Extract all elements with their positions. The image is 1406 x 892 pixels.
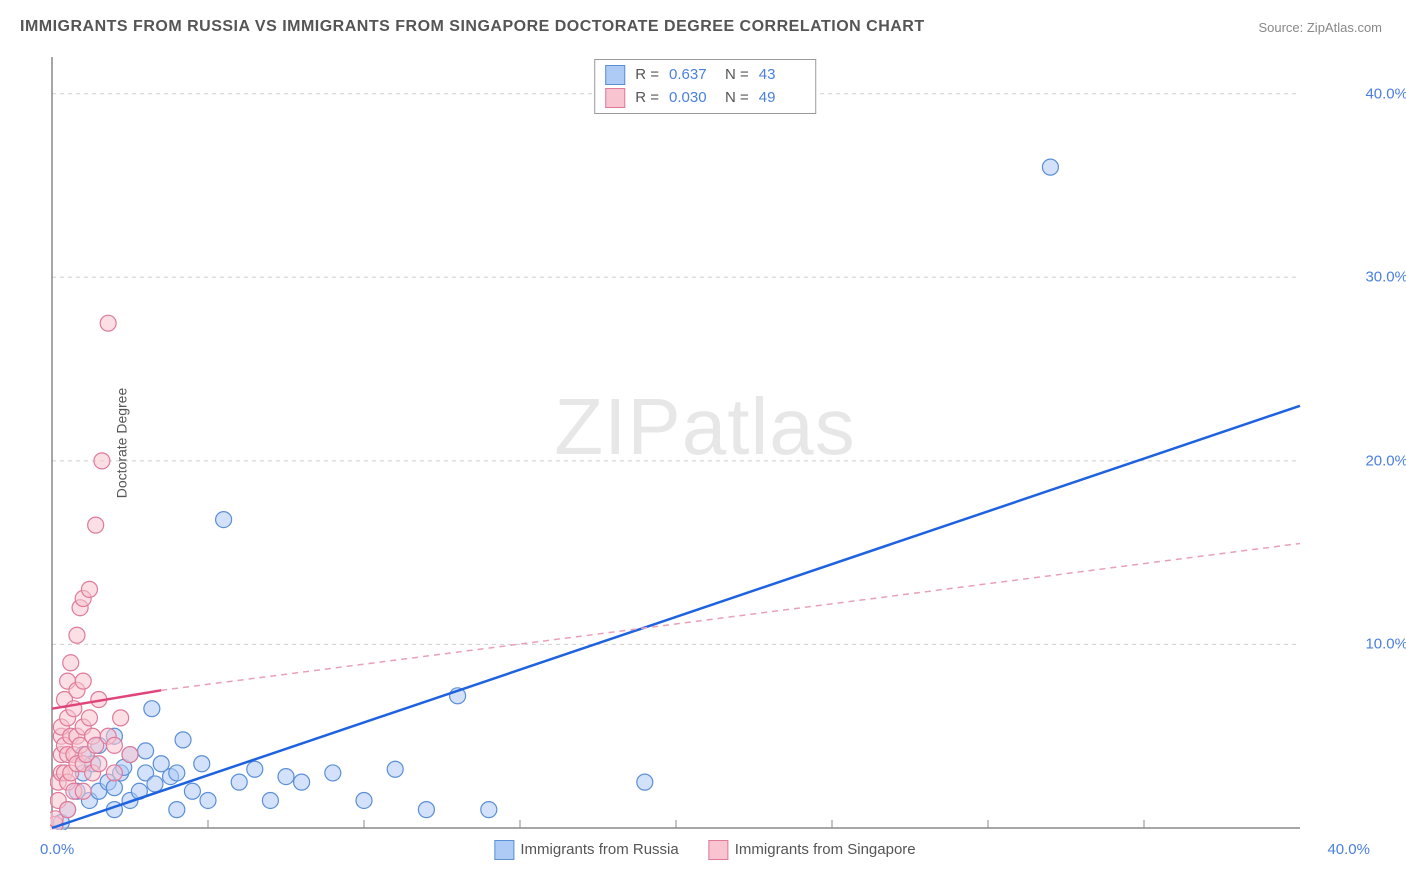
stats-legend-row: R = 0.030 N = 49	[605, 87, 805, 110]
legend-label: Immigrants from Russia	[520, 841, 678, 858]
legend-label: Immigrants from Singapore	[735, 841, 916, 858]
y-tick-label: 20.0%	[1365, 452, 1406, 469]
source-attribution: Source: ZipAtlas.com	[1258, 20, 1382, 35]
n-label: N =	[725, 64, 749, 87]
y-axis-title: Doctorate Degree	[113, 387, 129, 498]
legend-swatch	[494, 840, 514, 860]
y-tick-label: 30.0%	[1365, 269, 1406, 286]
r-label: R =	[635, 87, 659, 110]
chart-area: Doctorate Degree ZIPatlas 10.0%20.0%30.0…	[50, 55, 1360, 830]
chart-title: IMMIGRANTS FROM RUSSIA VS IMMIGRANTS FRO…	[20, 18, 925, 36]
legend-swatch	[605, 65, 625, 85]
legend-item: Immigrants from Russia	[494, 840, 678, 860]
n-label: N =	[725, 87, 749, 110]
r-value: 0.637	[669, 64, 715, 87]
r-value: 0.030	[669, 87, 715, 110]
legend-item: Immigrants from Singapore	[709, 840, 916, 860]
y-tick-label: 40.0%	[1365, 85, 1406, 102]
r-label: R =	[635, 64, 659, 87]
scatter-plot	[50, 55, 1360, 830]
legend-swatch	[605, 88, 625, 108]
legend-swatch	[709, 840, 729, 860]
n-value: 49	[759, 87, 805, 110]
stats-legend: R = 0.637 N = 43 R = 0.030 N = 49	[594, 59, 816, 114]
y-tick-label: 10.0%	[1365, 636, 1406, 653]
stats-legend-row: R = 0.637 N = 43	[605, 64, 805, 87]
series-legend: Immigrants from Russia Immigrants from Si…	[494, 840, 915, 860]
x-tick-max: 40.0%	[1327, 841, 1370, 858]
x-tick-min: 0.0%	[40, 841, 74, 858]
n-value: 43	[759, 64, 805, 87]
